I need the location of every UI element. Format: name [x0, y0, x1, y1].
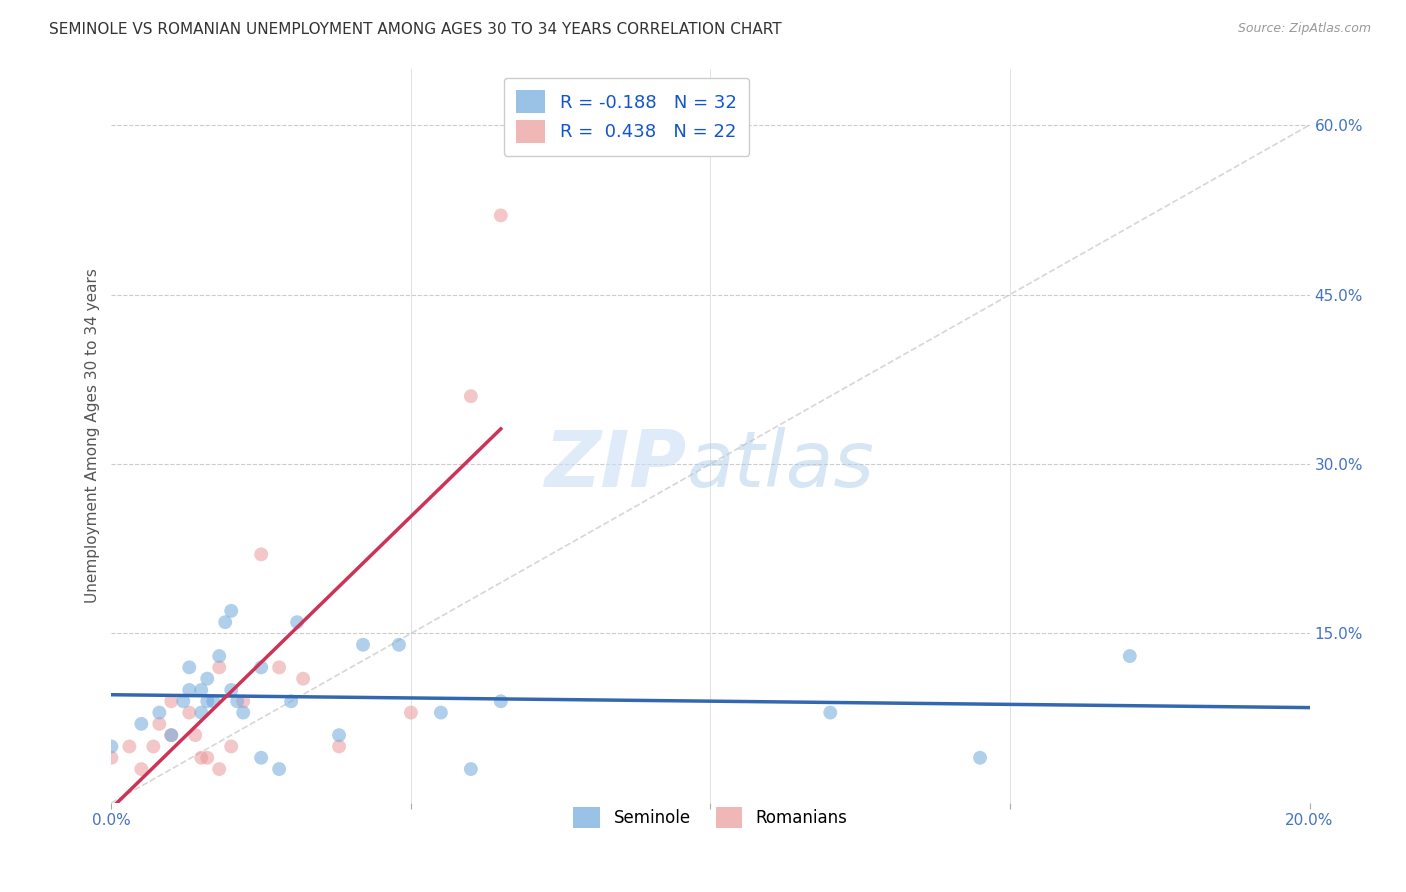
Point: [969, 751, 991, 765]
Point: [280, 694, 302, 708]
Y-axis label: Unemployment Among Ages 30 to 34 years: Unemployment Among Ages 30 to 34 years: [86, 268, 100, 603]
Point: [172, 694, 194, 708]
Point: [460, 389, 482, 403]
Point: [250, 548, 273, 562]
Point: [195, 751, 218, 765]
Point: [195, 672, 218, 686]
Point: [160, 694, 183, 708]
Point: [489, 694, 512, 708]
Point: [142, 739, 165, 754]
Point: [292, 672, 315, 686]
Point: [195, 694, 218, 708]
Point: [131, 762, 153, 776]
Point: [208, 660, 231, 674]
Point: [285, 615, 308, 630]
Point: [179, 660, 201, 674]
Point: [250, 751, 273, 765]
Point: [226, 694, 249, 708]
Point: [118, 739, 141, 754]
Point: [214, 615, 236, 630]
Point: [489, 208, 512, 222]
Point: [219, 739, 242, 754]
Point: [352, 638, 374, 652]
Point: [190, 706, 212, 720]
Point: [1119, 649, 1142, 664]
Point: [148, 717, 170, 731]
Point: [208, 762, 231, 776]
Point: [208, 649, 231, 664]
Point: [250, 660, 273, 674]
Text: Source: ZipAtlas.com: Source: ZipAtlas.com: [1237, 22, 1371, 36]
Text: SEMINOLE VS ROMANIAN UNEMPLOYMENT AMONG AGES 30 TO 34 YEARS CORRELATION CHART: SEMINOLE VS ROMANIAN UNEMPLOYMENT AMONG …: [49, 22, 782, 37]
Point: [269, 660, 291, 674]
Text: ZIP: ZIP: [544, 427, 686, 503]
Point: [219, 604, 242, 618]
Point: [232, 694, 254, 708]
Point: [202, 694, 225, 708]
Point: [399, 706, 422, 720]
Point: [131, 717, 153, 731]
Point: [328, 739, 350, 754]
Point: [179, 683, 201, 698]
Point: [100, 751, 122, 765]
Point: [160, 728, 183, 742]
Point: [430, 706, 453, 720]
Point: [219, 683, 242, 698]
Point: [148, 706, 170, 720]
Text: atlas: atlas: [686, 427, 875, 503]
Point: [388, 638, 411, 652]
Point: [820, 706, 842, 720]
Point: [460, 762, 482, 776]
Point: [184, 728, 207, 742]
Point: [190, 751, 212, 765]
Point: [232, 706, 254, 720]
Point: [328, 728, 350, 742]
Point: [100, 739, 122, 754]
Point: [190, 683, 212, 698]
Legend: Seminole, Romanians: Seminole, Romanians: [567, 800, 853, 835]
Point: [160, 728, 183, 742]
Point: [269, 762, 291, 776]
Point: [179, 706, 201, 720]
